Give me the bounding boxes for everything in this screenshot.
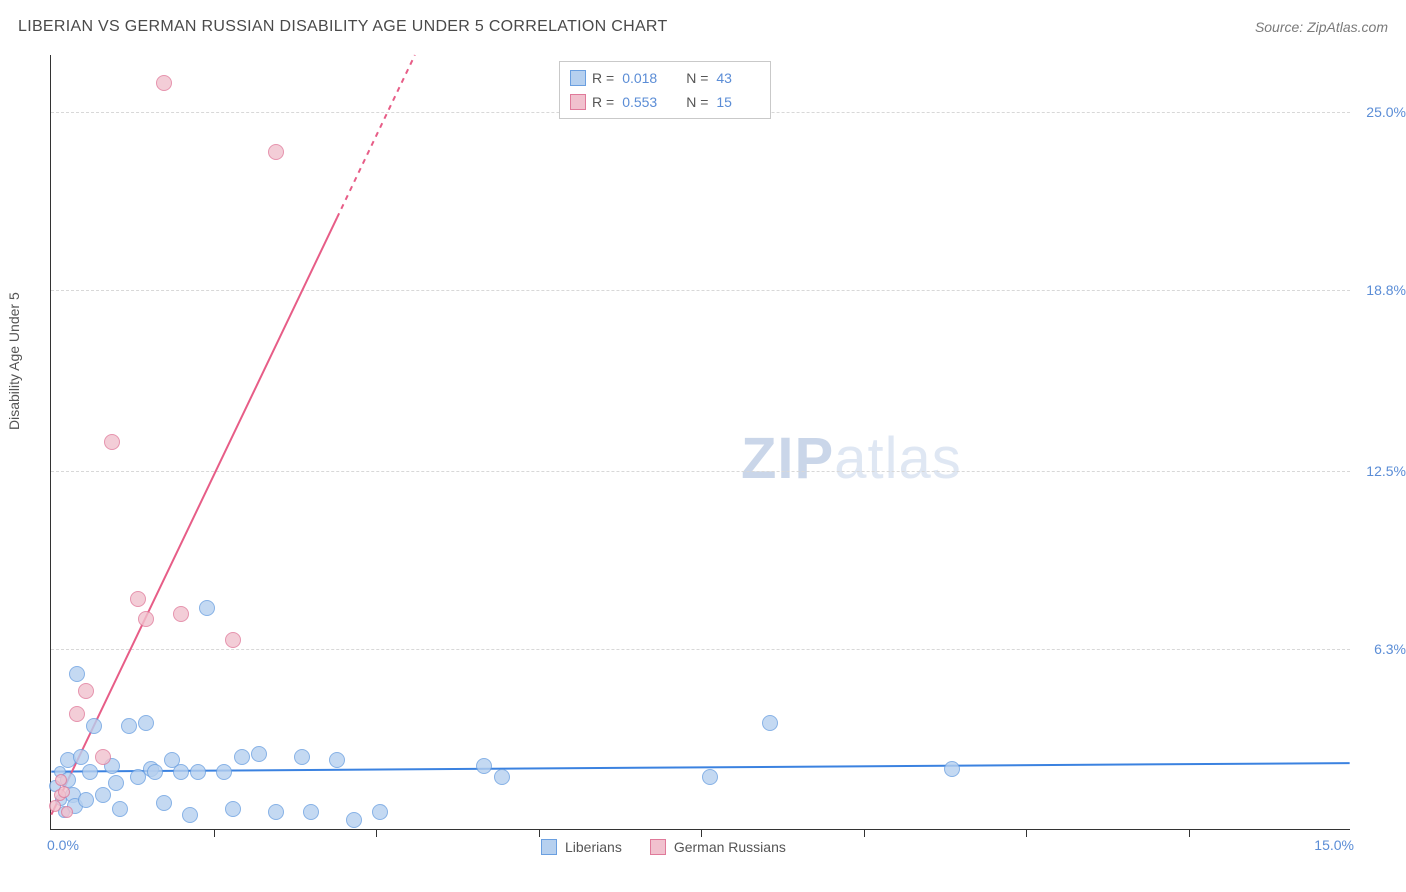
data-point xyxy=(112,801,128,817)
x-tick xyxy=(864,829,865,837)
data-point xyxy=(303,804,319,820)
data-point xyxy=(58,786,70,798)
n-label: N = xyxy=(686,94,708,110)
legend-item: Liberians xyxy=(541,839,622,855)
n-value: 15 xyxy=(716,94,760,110)
data-point xyxy=(61,806,73,818)
data-point xyxy=(199,600,215,616)
data-point xyxy=(268,144,284,160)
legend-swatch xyxy=(541,839,557,855)
x-tick xyxy=(376,829,377,837)
data-point xyxy=(173,606,189,622)
data-point xyxy=(147,764,163,780)
data-point xyxy=(78,792,94,808)
data-point xyxy=(225,801,241,817)
r-value: 0.553 xyxy=(622,94,666,110)
y-tick-label: 6.3% xyxy=(1374,641,1406,657)
data-point xyxy=(346,812,362,828)
data-point xyxy=(138,611,154,627)
data-point xyxy=(294,749,310,765)
correlation-legend: R = 0.018 N = 43 R = 0.553 N = 15 xyxy=(559,61,771,119)
data-point xyxy=(190,764,206,780)
legend-row: R = 0.018 N = 43 xyxy=(570,66,760,90)
data-point xyxy=(156,75,172,91)
data-point xyxy=(182,807,198,823)
data-point xyxy=(95,787,111,803)
data-point xyxy=(95,749,111,765)
legend-item: German Russians xyxy=(650,839,786,855)
x-tick xyxy=(539,829,540,837)
data-point xyxy=(73,749,89,765)
data-point xyxy=(268,804,284,820)
r-value: 0.018 xyxy=(622,70,666,86)
y-tick-label: 12.5% xyxy=(1366,463,1406,479)
legend-label: Liberians xyxy=(565,839,622,855)
data-point xyxy=(108,775,124,791)
data-point xyxy=(78,683,94,699)
trend-lines xyxy=(51,55,1350,829)
data-point xyxy=(494,769,510,785)
legend-row: R = 0.553 N = 15 xyxy=(570,90,760,114)
legend-label: German Russians xyxy=(674,839,786,855)
trend-line xyxy=(51,763,1349,772)
data-point xyxy=(156,795,172,811)
x-tick xyxy=(214,829,215,837)
y-tick-label: 25.0% xyxy=(1366,104,1406,120)
source-label: Source: ZipAtlas.com xyxy=(1255,19,1388,35)
data-point xyxy=(329,752,345,768)
data-point xyxy=(55,774,67,786)
data-point xyxy=(130,591,146,607)
n-value: 43 xyxy=(716,70,760,86)
data-point xyxy=(86,718,102,734)
x-tick xyxy=(701,829,702,837)
data-point xyxy=(372,804,388,820)
series-legend: Liberians German Russians xyxy=(541,839,786,855)
x-tick xyxy=(1026,829,1027,837)
y-tick-label: 18.8% xyxy=(1366,282,1406,298)
y-axis-label: Disability Age Under 5 xyxy=(6,292,22,430)
data-point xyxy=(476,758,492,774)
legend-swatch xyxy=(650,839,666,855)
data-point xyxy=(49,800,61,812)
x-axis-start-label: 0.0% xyxy=(47,837,79,853)
data-point xyxy=(104,434,120,450)
x-tick xyxy=(1189,829,1190,837)
n-label: N = xyxy=(686,70,708,86)
data-point xyxy=(944,761,960,777)
data-point xyxy=(82,764,98,780)
r-label: R = xyxy=(592,94,614,110)
data-point xyxy=(225,632,241,648)
data-point xyxy=(121,718,137,734)
title-bar: LIBERIAN VS GERMAN RUSSIAN DISABILITY AG… xyxy=(18,18,1388,36)
data-point xyxy=(69,666,85,682)
legend-swatch xyxy=(570,70,586,86)
plot-area: ZIPatlas 6.3%12.5%18.8%25.0% R =0.018N =… xyxy=(50,55,1350,830)
data-point xyxy=(251,746,267,762)
data-point xyxy=(69,706,85,722)
data-point xyxy=(762,715,778,731)
data-point xyxy=(173,764,189,780)
data-point xyxy=(702,769,718,785)
legend-swatch xyxy=(570,94,586,110)
data-point xyxy=(138,715,154,731)
data-point xyxy=(234,749,250,765)
chart-title: LIBERIAN VS GERMAN RUSSIAN DISABILITY AG… xyxy=(18,18,668,36)
r-label: R = xyxy=(592,70,614,86)
trend-line-dashed xyxy=(337,55,415,218)
x-axis-end-label: 15.0% xyxy=(1314,837,1354,853)
data-point xyxy=(216,764,232,780)
